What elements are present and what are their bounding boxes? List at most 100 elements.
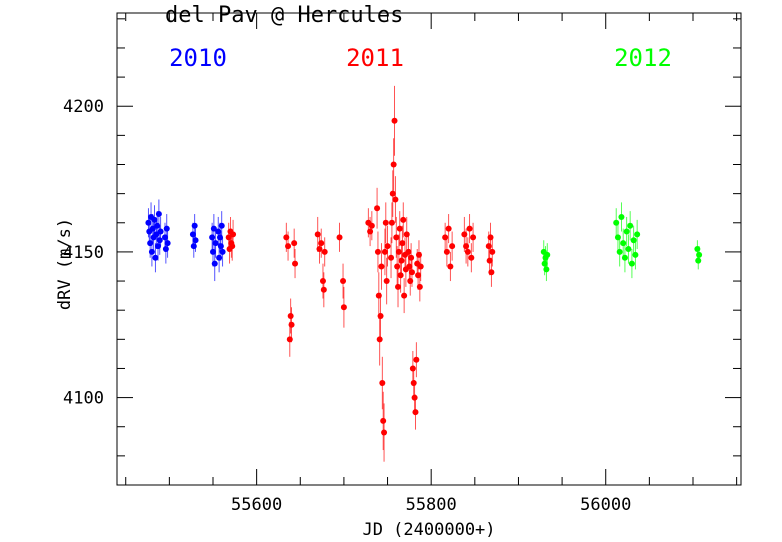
data-point [155,211,162,218]
data-point [375,292,382,299]
data-point [634,231,641,238]
data-point [632,251,639,258]
data-point [145,219,152,226]
data-point [292,260,299,267]
data-point [627,222,634,229]
data-point [449,243,456,250]
data-point [154,222,161,229]
data-point [466,225,473,232]
data-point [321,248,328,255]
data-point [625,246,632,252]
data-point [189,231,196,238]
data-point [696,251,703,258]
axis-ticks: 55600 55800 56000 4100 4150 4200 [63,13,741,515]
data-point [225,234,232,241]
data-point [151,216,158,223]
data-point [210,248,216,255]
y-axis-label: dRV (m/s) [55,218,75,310]
data-point [390,161,397,168]
data-point [442,234,449,241]
data-point [148,248,155,255]
data-point [618,213,625,220]
data-point [149,225,156,232]
data-point [399,240,406,247]
data-point [157,228,164,235]
data-point [382,219,389,226]
data-point [412,409,419,416]
data-point [461,231,468,238]
data-point [445,225,452,232]
data-point [613,219,620,226]
data-point [153,231,160,238]
data-point [156,237,163,244]
y-tick-label: 4200 [63,97,104,117]
data-point [209,234,216,241]
year-label-2012: 2012 [614,44,672,72]
data-point [488,269,495,276]
data-point [411,394,418,401]
data-point [283,234,290,241]
data-point [468,254,475,261]
data-point [215,228,222,235]
x-axis-label: JD (2400000+) [362,520,495,540]
data-point [316,246,323,252]
data-point [314,231,321,238]
data-point [541,260,548,267]
data-point [394,263,401,270]
data-point [383,278,390,285]
data-point [212,240,219,247]
y-tick-label: 4150 [63,243,104,263]
data-point [376,336,383,343]
data-point [381,248,388,255]
data-point [374,205,381,212]
data-point [398,257,405,264]
year-label-2011: 2011 [346,44,404,72]
data-point [464,248,471,255]
data-point [318,240,325,247]
data-point [388,254,395,261]
data-point [287,313,294,320]
data-point [485,243,492,250]
data-point [621,254,628,261]
data-point [285,243,292,250]
year-label-2010: 2010 [169,44,227,72]
data-point [409,365,416,372]
data-point [211,260,218,267]
data-point [191,222,198,229]
data-point [219,248,226,255]
data-point [400,216,407,223]
data-point [695,257,702,264]
data-point [389,190,396,197]
data-point [393,234,400,241]
data-point [406,263,413,270]
data-point [415,272,422,279]
data-point [216,234,223,241]
data-point [336,234,343,241]
x-tick-label: 55800 [406,495,457,515]
data-point [384,243,391,250]
x-tick-label: 56000 [580,495,631,515]
data-point [286,336,293,343]
data-point [155,243,162,250]
data-point [381,429,388,436]
data-point [291,240,298,247]
data-point [401,292,408,299]
data-point [403,231,410,238]
data-point [489,248,496,255]
data-point [230,231,237,238]
data-point [391,117,398,124]
data-point [368,222,375,229]
y-tick-label: 4100 [63,389,104,409]
data-point [416,283,423,290]
data-point [163,225,170,232]
data-point [395,283,402,290]
data-point [630,237,637,244]
data-point [229,243,236,250]
data-point [288,321,295,328]
year-labels: 2010 2011 2012 [169,44,672,72]
data-point [192,237,199,244]
data-point [407,278,414,285]
data-point [694,246,701,252]
data-point [614,234,621,241]
